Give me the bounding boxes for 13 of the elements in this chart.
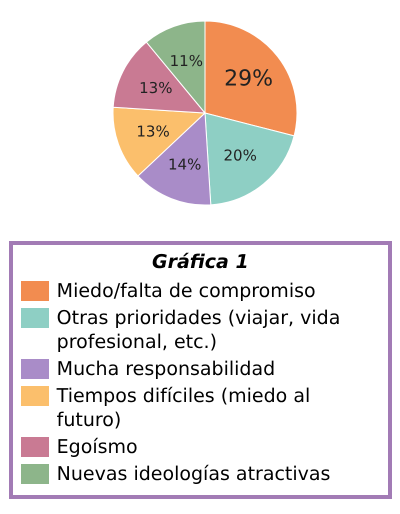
data-label: 29% [224,66,274,92]
text: Gráfica 1 [151,251,250,273]
legend-label: Otras prioridades (viajar, vida profesional, etc.) [56,306,342,354]
data-label: 13% [139,78,172,97]
data-label: 14% [168,155,202,174]
legend-label: Miedo/falta de compromiso [56,279,316,303]
legend-label: Mucha responsabilidad [56,357,276,381]
data-label: 11% [170,52,203,70]
legend-label: Tiempos difíciles (miedo al futuro) [56,384,312,432]
data-label: 13% [136,122,170,141]
legend-label: Nuevas ideologías atractivas [56,462,330,486]
data-label: 20% [224,146,257,165]
legend-label: Egoísmo [56,435,138,459]
